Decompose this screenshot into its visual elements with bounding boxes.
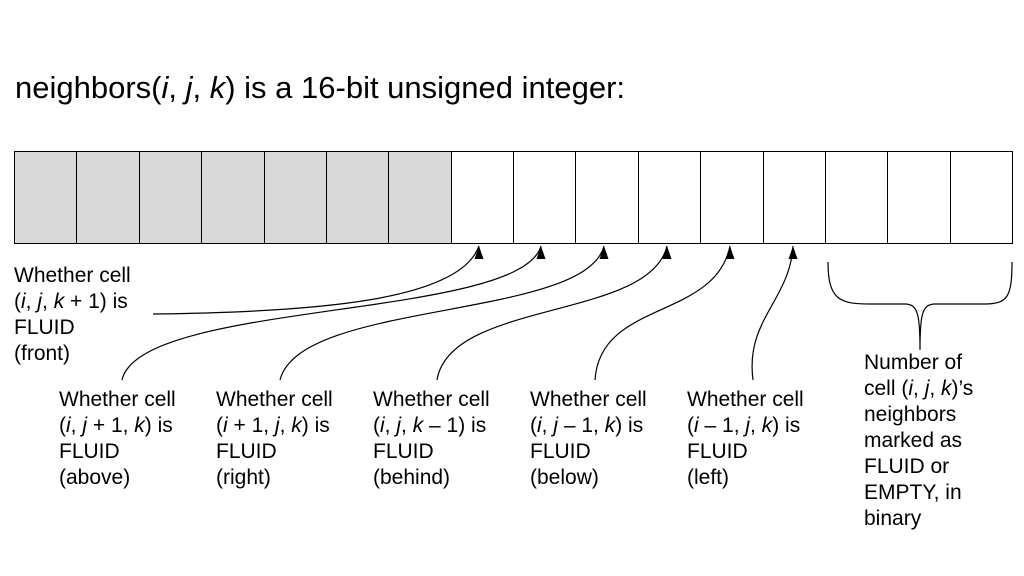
label-below: Whether cell (i, j – 1, k) is FLUID (bel… (530, 388, 647, 489)
bit-cell-3 (202, 152, 265, 243)
bit-cell-10 (638, 152, 702, 243)
arrow-above (121, 245, 542, 381)
label-front: Whether cell (i, j, k + 1) is FLUID (fro… (14, 264, 131, 365)
arrow-right (279, 245, 605, 381)
diagram-title: neighbors(i, j, k) is a 16-bit unsigned … (15, 70, 626, 105)
label-neighbor-count: Number of cell (i, j, k)’s neighbors mar… (864, 351, 974, 530)
bit-cell-11 (701, 152, 764, 243)
bit-cell-8 (514, 152, 577, 243)
arrow-front (152, 245, 480, 315)
bit-cell-5 (326, 152, 390, 243)
bit-cell-12 (763, 152, 826, 243)
bit-cell-0 (15, 152, 78, 243)
bit-cell-13 (825, 152, 889, 243)
label-above: Whether cell (i, j + 1, k) is FLUID (abo… (59, 388, 176, 489)
label-right: Whether cell (i + 1, j, k) is FLUID (rig… (216, 388, 333, 489)
arrow-below (594, 245, 731, 381)
bit-cell-14 (888, 152, 951, 243)
bit-cell-15 (950, 152, 1012, 243)
bit-cell-4 (264, 152, 327, 243)
label-left: Whether cell (i – 1, j, k) is FLUID (lef… (687, 388, 804, 489)
bit-cell-6 (389, 152, 452, 243)
bit-cell-7 (451, 152, 514, 243)
bit-cell-9 (576, 152, 639, 243)
bit-register (14, 151, 1013, 244)
arrow-behind (436, 245, 668, 381)
arrow-left (751, 245, 794, 381)
label-behind: Whether cell (i, j, k – 1) is FLUID (beh… (373, 388, 490, 489)
bit-cell-1 (77, 152, 140, 243)
bit-cell-2 (139, 152, 203, 243)
count-brace (827, 261, 1013, 351)
